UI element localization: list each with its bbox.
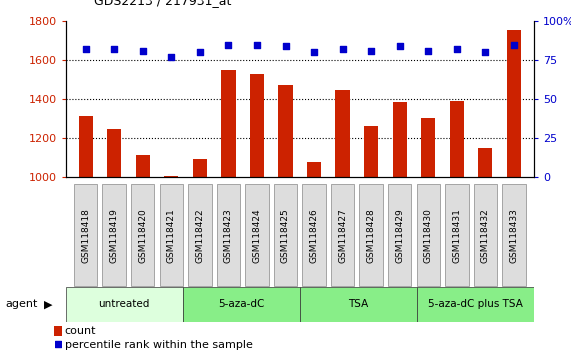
Point	[338, 46, 347, 52]
Bar	[250, 74, 264, 177]
Text: GSM118427: GSM118427	[338, 208, 347, 263]
Point	[224, 42, 233, 47]
Text: agent: agent	[6, 299, 38, 309]
FancyBboxPatch shape	[159, 184, 183, 286]
Bar	[478, 148, 492, 177]
Bar	[66, 287, 183, 322]
Text: GSM118424: GSM118424	[252, 208, 262, 263]
Text: GSM118418: GSM118418	[81, 208, 90, 263]
Point	[138, 48, 147, 54]
Point	[54, 341, 63, 347]
Bar	[300, 287, 417, 322]
Point	[167, 54, 176, 60]
Text: untreated: untreated	[99, 299, 150, 309]
Bar	[136, 155, 150, 177]
Text: percentile rank within the sample: percentile rank within the sample	[65, 340, 252, 350]
Point	[195, 50, 204, 55]
FancyBboxPatch shape	[246, 184, 269, 286]
Text: GSM118428: GSM118428	[367, 208, 376, 263]
Text: GSM118421: GSM118421	[167, 208, 176, 263]
Point	[110, 46, 119, 52]
Text: count: count	[65, 326, 96, 336]
Bar	[222, 70, 236, 177]
Point	[367, 48, 376, 54]
Bar	[193, 159, 207, 177]
FancyBboxPatch shape	[331, 184, 354, 286]
Bar	[364, 126, 379, 177]
FancyBboxPatch shape	[303, 184, 325, 286]
Point	[281, 43, 290, 49]
FancyBboxPatch shape	[217, 184, 240, 286]
Text: GDS2213 / 217931_at: GDS2213 / 217931_at	[94, 0, 232, 7]
Bar	[164, 176, 179, 177]
Bar	[421, 118, 436, 177]
Bar	[393, 102, 407, 177]
FancyBboxPatch shape	[360, 184, 383, 286]
Text: GSM118432: GSM118432	[481, 208, 490, 263]
Text: 5-aza-dC plus TSA: 5-aza-dC plus TSA	[428, 299, 523, 309]
FancyBboxPatch shape	[274, 184, 297, 286]
Point	[309, 50, 319, 55]
FancyBboxPatch shape	[474, 184, 497, 286]
FancyBboxPatch shape	[103, 184, 126, 286]
FancyBboxPatch shape	[445, 184, 468, 286]
Point	[81, 46, 90, 52]
FancyBboxPatch shape	[188, 184, 211, 286]
Bar	[79, 116, 93, 177]
Text: GSM118429: GSM118429	[395, 208, 404, 263]
Point	[509, 42, 518, 47]
Text: GSM118430: GSM118430	[424, 208, 433, 263]
Text: GSM118426: GSM118426	[309, 208, 319, 263]
Text: 5-aza-dC: 5-aza-dC	[218, 299, 264, 309]
FancyBboxPatch shape	[131, 184, 155, 286]
Bar	[307, 162, 321, 177]
Text: GSM118425: GSM118425	[281, 208, 290, 263]
Text: GSM118422: GSM118422	[195, 208, 204, 263]
Point	[252, 42, 262, 47]
Bar	[450, 101, 464, 177]
Text: TSA: TSA	[348, 299, 368, 309]
Point	[395, 43, 404, 49]
Bar	[417, 287, 534, 322]
Bar	[279, 85, 292, 177]
Text: GSM118433: GSM118433	[509, 208, 518, 263]
Bar	[183, 287, 300, 322]
FancyBboxPatch shape	[502, 184, 525, 286]
Text: GSM118420: GSM118420	[138, 208, 147, 263]
Text: ▶: ▶	[45, 299, 53, 309]
Point	[481, 50, 490, 55]
FancyBboxPatch shape	[388, 184, 412, 286]
Text: GSM118419: GSM118419	[110, 208, 119, 263]
FancyBboxPatch shape	[416, 184, 440, 286]
Point	[452, 46, 461, 52]
FancyBboxPatch shape	[74, 184, 97, 286]
Text: GSM118431: GSM118431	[452, 208, 461, 263]
Text: GSM118423: GSM118423	[224, 208, 233, 263]
Bar	[507, 30, 521, 177]
Bar	[107, 129, 122, 177]
Point	[424, 48, 433, 54]
Bar	[335, 90, 349, 177]
